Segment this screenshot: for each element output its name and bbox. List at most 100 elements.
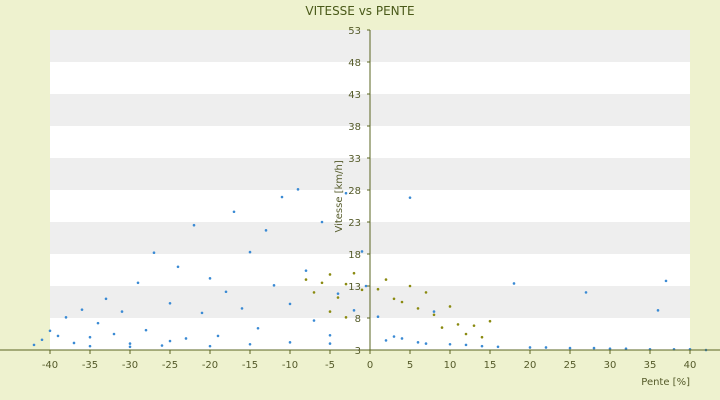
x-tick-label: 35	[644, 360, 657, 371]
x-tick-label: 25	[564, 360, 577, 371]
data-point	[664, 279, 668, 283]
data-point	[456, 323, 460, 326]
data-point	[120, 310, 124, 313]
data-point	[608, 347, 612, 351]
data-point	[88, 335, 92, 339]
data-point	[432, 310, 436, 313]
data-point	[224, 290, 228, 294]
data-point	[248, 250, 252, 254]
data-point	[544, 346, 548, 349]
data-point	[64, 316, 68, 319]
y-tick-label: 28	[348, 186, 361, 197]
data-point	[432, 313, 436, 317]
x-tick-label: 15	[484, 360, 497, 371]
data-point	[384, 339, 388, 342]
data-point	[496, 345, 500, 349]
data-point	[488, 319, 492, 323]
y-tick-label: 33	[348, 154, 361, 165]
data-point	[416, 341, 420, 344]
data-point	[344, 191, 348, 195]
y-tick-label: 43	[348, 90, 361, 101]
data-point	[360, 288, 364, 292]
data-point	[328, 342, 332, 345]
data-point	[288, 341, 292, 344]
y-tick-label: 8	[355, 314, 361, 325]
data-point	[32, 343, 36, 347]
data-point	[144, 328, 148, 332]
data-point	[336, 292, 340, 295]
data-point	[184, 337, 188, 340]
x-tick-label: 5	[407, 360, 413, 371]
y-tick-label: 13	[348, 282, 361, 293]
data-point	[424, 342, 428, 345]
data-point	[128, 345, 132, 349]
data-point	[352, 309, 356, 312]
data-point	[400, 300, 404, 304]
data-point	[344, 316, 348, 319]
data-point	[88, 344, 92, 348]
x-tick-label: 10	[444, 360, 457, 371]
data-point	[592, 346, 596, 350]
data-point	[528, 346, 532, 349]
data-point	[364, 284, 368, 288]
data-point	[168, 301, 172, 305]
data-point	[408, 284, 412, 288]
data-point	[360, 250, 364, 253]
data-point	[328, 273, 332, 276]
data-point	[376, 315, 380, 319]
data-point	[272, 284, 276, 287]
data-point	[304, 278, 308, 281]
data-point	[344, 282, 348, 286]
data-point	[192, 223, 196, 227]
data-point	[352, 271, 356, 275]
data-points	[32, 188, 708, 352]
y-tick-label: 3	[355, 346, 361, 357]
data-point	[424, 291, 428, 294]
data-point	[656, 309, 660, 312]
x-tick-label: -25	[162, 360, 178, 371]
y-tick-label: 23	[348, 218, 361, 229]
data-point	[448, 342, 452, 346]
data-point	[568, 346, 572, 350]
x-axis-label: Pente [%]	[641, 377, 690, 388]
data-point	[400, 337, 404, 340]
data-point	[128, 342, 132, 345]
data-point	[304, 269, 308, 272]
data-point	[240, 307, 244, 310]
y-axis-label: Vitesse [km/h]	[334, 160, 345, 232]
data-point	[40, 338, 44, 342]
x-tick-label: -35	[82, 360, 98, 371]
data-point	[296, 188, 300, 191]
data-point	[168, 339, 172, 343]
x-tick-labels: -40 -35 -30 -25 -20 -15 -10 -5 0 5 10 15 20 25 30 35 40	[42, 360, 697, 371]
x-tick-label: 20	[524, 360, 537, 371]
data-point	[472, 324, 476, 327]
data-point	[208, 344, 212, 348]
x-tick-label: -5	[325, 360, 335, 371]
data-point	[480, 335, 484, 339]
data-point	[320, 220, 324, 224]
x-tick-label: 30	[604, 360, 617, 371]
data-point	[392, 297, 396, 301]
x-tick-label: 40	[684, 360, 697, 371]
data-point	[624, 347, 628, 351]
data-point	[104, 297, 108, 301]
x-tick-label: -20	[202, 360, 218, 371]
data-point	[256, 326, 260, 330]
data-point	[80, 308, 84, 311]
data-point	[160, 344, 164, 347]
data-point	[288, 302, 292, 306]
data-point	[512, 282, 516, 285]
data-point	[176, 265, 180, 269]
data-point	[392, 335, 396, 338]
y-tick-label: 53	[348, 26, 361, 37]
data-point	[56, 334, 60, 338]
y-tick-label: 38	[348, 122, 361, 133]
data-point	[264, 229, 268, 232]
data-point	[312, 291, 316, 294]
x-tick-label: 0	[367, 360, 373, 371]
data-point	[584, 291, 588, 294]
data-point	[312, 319, 316, 322]
